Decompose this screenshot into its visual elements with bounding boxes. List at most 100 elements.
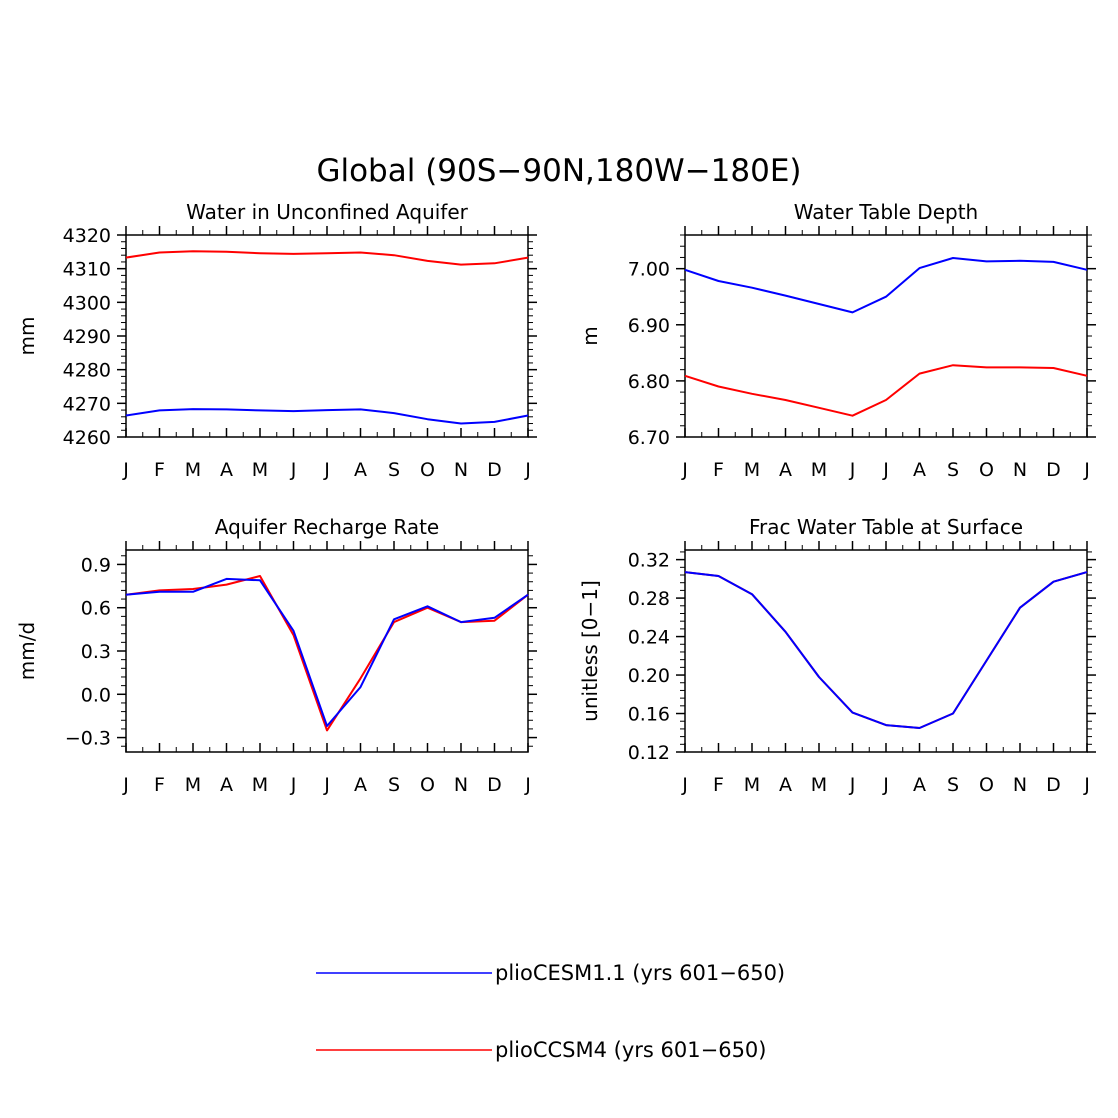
panel-0-xtick-label-6: J bbox=[323, 459, 330, 481]
panel-1-xtick-label-9: O bbox=[979, 459, 994, 481]
panel-3-xtick-label-10: N bbox=[1013, 774, 1027, 796]
legend-label-1: plioCCSM4 (yrs 601−650) bbox=[495, 1038, 766, 1062]
panel-1-series-0-line bbox=[684, 257, 1088, 314]
panel-3-xtick-label-9: O bbox=[979, 774, 994, 796]
panel-2-xtick-label-2: M bbox=[185, 774, 201, 796]
panel-1-xtick-label-8: S bbox=[947, 459, 959, 481]
panel-2-xtick-label-12: J bbox=[524, 774, 531, 796]
panel-2-xtick-label-0: J bbox=[122, 774, 129, 796]
panel-3-xtick-label-12: J bbox=[1083, 774, 1090, 796]
panel-2-xtick-label-1: F bbox=[154, 774, 165, 796]
panel-2-ytick-label-2: 0.3 bbox=[81, 641, 111, 663]
panel-1-frame bbox=[684, 234, 1088, 438]
panel-3-xtick-label-2: M bbox=[744, 774, 760, 796]
panel-2-series-0-line bbox=[125, 575, 529, 732]
panel-3-ytick-label-4: 0.28 bbox=[628, 588, 670, 610]
panel-2-series-1-line bbox=[125, 577, 529, 727]
panel-1-ytick-label-2: 6.90 bbox=[628, 315, 670, 337]
panel-0-xtick-label-10: N bbox=[454, 459, 468, 481]
panel-3-xtick-label-5: J bbox=[849, 774, 856, 796]
panel-0-ytick-label-5: 4310 bbox=[63, 259, 111, 281]
panel-1-xtick-label-5: J bbox=[849, 459, 856, 481]
legend: plioCESM1.1 (yrs 601−650) plioCCSM4 (yrs… bbox=[316, 961, 785, 1062]
panel-3-ytick-label-1: 0.16 bbox=[628, 704, 670, 726]
panel-2-xtick-label-5: J bbox=[290, 774, 297, 796]
panel-1-xtick-label-1: F bbox=[713, 459, 724, 481]
panel-0-xtick-label-9: O bbox=[420, 459, 435, 481]
panel-2-ytick-label-1: 0.0 bbox=[81, 684, 111, 706]
panel-0-ytick-label-3: 4290 bbox=[63, 326, 111, 348]
panel-3-series-0-line bbox=[684, 571, 1088, 729]
panel-3-series-1-line bbox=[684, 571, 1088, 729]
panel-3-title: Frac Water Table at Surface bbox=[749, 515, 1023, 539]
panel-0-xtick-label-11: D bbox=[487, 459, 502, 481]
panel-3-ytick-label-5: 0.32 bbox=[628, 550, 670, 572]
panel-2-ylabel: mm/d bbox=[15, 622, 39, 680]
panel-1-xtick-label-11: D bbox=[1046, 459, 1061, 481]
panel-0-xtick-label-7: A bbox=[354, 459, 367, 481]
panel-0-xtick-label-1: F bbox=[154, 459, 165, 481]
panel-0-ytick-label-6: 4320 bbox=[63, 225, 111, 247]
panel-3-xtick-label-0: J bbox=[681, 774, 688, 796]
panel-3-ylabel: unitless [0−1] bbox=[578, 580, 602, 722]
panel-0-ytick-label-4: 4300 bbox=[63, 292, 111, 314]
panel-1-xtick-label-7: A bbox=[913, 459, 926, 481]
panel-3-xtick-label-11: D bbox=[1046, 774, 1061, 796]
panel-0-xtick-label-8: S bbox=[388, 459, 400, 481]
panel-3-xtick-label-7: A bbox=[913, 774, 926, 796]
panel-2-xtick-label-4: M bbox=[252, 774, 268, 796]
legend-item-0: plioCESM1.1 (yrs 601−650) bbox=[316, 961, 785, 985]
panel-2-xtick-label-11: D bbox=[487, 774, 502, 796]
panel-2-xtick-label-3: A bbox=[220, 774, 233, 796]
panel-1-xtick-label-6: J bbox=[882, 459, 889, 481]
panel-3-frame bbox=[684, 549, 1088, 753]
panel-3-ytick-label-2: 0.20 bbox=[628, 665, 670, 687]
panel-1-ylabel: m bbox=[578, 326, 602, 345]
panel-2-title: Aquifer Recharge Rate bbox=[215, 515, 440, 539]
panel-2-frame bbox=[125, 549, 529, 753]
panel-0-series-0-line bbox=[125, 250, 529, 266]
panel-2-xtick-label-6: J bbox=[323, 774, 330, 796]
panel-0-ylabel: mm bbox=[15, 317, 39, 356]
legend-label-0: plioCESM1.1 (yrs 601−650) bbox=[495, 961, 785, 985]
panel-1-xtick-label-12: J bbox=[1083, 459, 1090, 481]
panel-0-ytick-label-1: 4270 bbox=[63, 393, 111, 415]
panel-0-xtick-label-3: A bbox=[220, 459, 233, 481]
panel-1-series-1-line bbox=[684, 364, 1088, 417]
panel-2-ytick-label-3: 0.6 bbox=[81, 598, 111, 620]
panel-2-xtick-label-10: N bbox=[454, 774, 468, 796]
panel-1-xtick-label-3: A bbox=[779, 459, 792, 481]
panel-3-xtick-label-3: A bbox=[779, 774, 792, 796]
panel-2-xtick-label-9: O bbox=[420, 774, 435, 796]
panel-1-title: Water Table Depth bbox=[794, 200, 978, 224]
panel-2-ytick-label-0: −0.3 bbox=[65, 728, 111, 750]
panel-1-ytick-label-3: 7.00 bbox=[628, 259, 670, 281]
panel-3-xtick-label-6: J bbox=[882, 774, 889, 796]
panel-2-xtick-label-8: S bbox=[388, 774, 400, 796]
panel-0-title: Water in Unconfined Aquifer bbox=[186, 200, 469, 224]
panel-3-xtick-label-4: M bbox=[811, 774, 827, 796]
panel-3-xtick-label-1: F bbox=[713, 774, 724, 796]
panel-2-xtick-label-7: A bbox=[354, 774, 367, 796]
panel-1-ytick-label-1: 6.80 bbox=[628, 371, 670, 393]
legend-item-1: plioCCSM4 (yrs 601−650) bbox=[316, 1038, 766, 1062]
panel-3-xtick-label-8: S bbox=[947, 774, 959, 796]
panel-0-series-1-line bbox=[125, 408, 529, 425]
panel-0-xtick-label-0: J bbox=[122, 459, 129, 481]
panel-0-xtick-label-4: M bbox=[252, 459, 268, 481]
panel-0-xtick-label-2: M bbox=[185, 459, 201, 481]
panel-3-ytick-label-0: 0.12 bbox=[628, 742, 670, 764]
panel-0-xtick-label-12: J bbox=[524, 459, 531, 481]
panel-1-xtick-label-0: J bbox=[681, 459, 688, 481]
panel-0-ytick-label-2: 4280 bbox=[63, 360, 111, 382]
panel-3-ytick-label-3: 0.24 bbox=[628, 627, 670, 649]
panel-1-xtick-label-2: M bbox=[744, 459, 760, 481]
panel-0-xtick-label-5: J bbox=[290, 459, 297, 481]
main-title: Global (90S−90N,180W−180E) bbox=[316, 153, 801, 189]
